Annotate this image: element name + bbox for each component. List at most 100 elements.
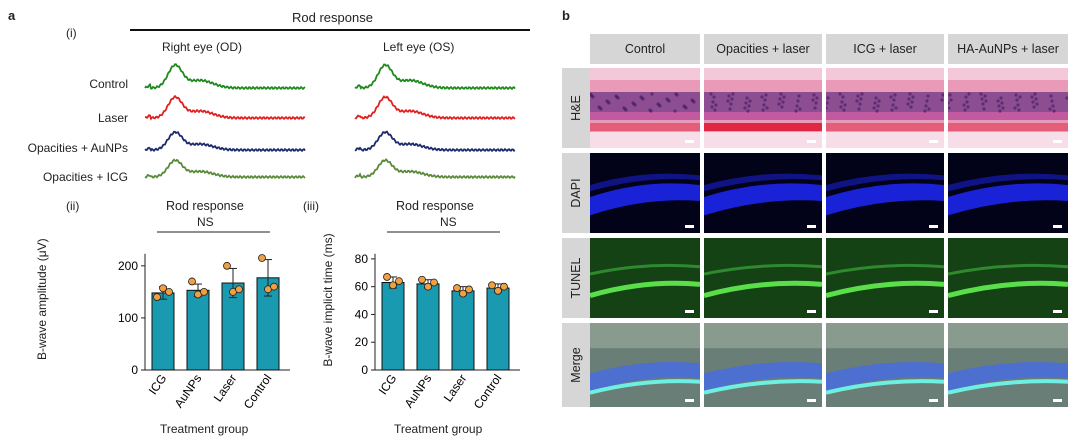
sub-panel-i-label: (i) [66,26,77,40]
y-tick-label: 0 [131,363,138,377]
chart-iii-title: Rod response [396,199,474,213]
micrograph-merge-3 [948,323,1068,407]
scale-bar [807,399,816,402]
trace-label-control: Control [89,77,128,91]
data-point [389,281,397,290]
rod-response-title: Rod response [292,10,373,25]
data-point [159,284,167,293]
od-trace-3 [144,158,306,180]
micrograph-dapi-2 [826,153,944,233]
scale-bar [929,310,938,313]
y-tick-label: 80 [355,252,369,266]
row-label-dapi: DAPI [562,153,590,233]
data-point [165,287,173,296]
row-label-merge: Merge [562,323,590,407]
sub-panel-iii-label: (iii) [303,199,319,213]
micrograph-dapi-3 [948,153,1068,233]
y-tick-label: 60 [355,280,369,294]
scale-bar [807,140,816,143]
x-tick-label: Control [471,372,505,412]
data-point [453,284,461,292]
os-trace-3 [354,158,516,180]
data-point [494,286,502,295]
scale-bar [1053,310,1062,313]
scale-bar [685,140,694,143]
data-point [500,282,508,291]
bar-aunps [186,289,210,371]
scale-bar [929,225,938,228]
x-tick-label: ICG [146,372,170,398]
data-point [153,293,161,301]
od-trace-1 [144,94,306,121]
micrograph-tunel-3 [948,238,1068,318]
x-tick-label: Control [241,372,275,412]
col-header-icg-laser: ICG + laser [826,34,944,64]
bar-laser [451,290,475,371]
col-header-opacities-laser: Opacities + laser [704,34,822,64]
scale-bar [1053,225,1062,228]
bar-aunps [416,283,440,371]
scale-bar [807,310,816,313]
os-trace-2 [354,130,516,153]
data-point [270,282,278,291]
od-trace-0 [144,63,306,91]
bar-icg [151,292,175,371]
x-tick-label: Laser [441,372,470,405]
micrograph-merge-0 [590,323,700,407]
data-point [223,261,231,270]
left-eye-label: Left eye (OS) [383,40,455,54]
chart-iii-svg: 0 20 40 60 80 ICG AuNPs Laser Control [355,231,520,412]
y-tick-label: 40 [355,307,369,321]
scale-bar [929,399,938,402]
data-point [235,285,243,294]
micrograph-he-1 [704,68,822,148]
row-label-tunel: TUNEL [562,238,590,318]
chart-ii-ns-label: NS [197,215,214,229]
row-label-he: H&E [562,68,590,148]
y-tick-label: 100 [118,311,138,325]
data-point [459,289,467,298]
panel-b-letter: b [562,8,570,23]
data-point [465,285,473,294]
x-tick-label: ICG [376,372,400,398]
micrograph-he-0 [590,68,700,148]
od-trace-2 [144,130,306,153]
micrograph-dapi-1 [704,153,822,233]
os-trace-0 [354,63,516,91]
micrograph-tunel-1 [704,238,822,318]
y-tick-label: 20 [355,335,369,349]
chart-ii-svg: 0 100 200 ICG AuNPs Laser Control [118,231,290,412]
data-point [430,278,438,287]
micrograph-tunel-0 [590,238,700,318]
chart-ii-title: Rod response [166,199,244,213]
scale-bar [685,225,694,228]
bar-control [486,287,510,371]
data-point [488,281,496,290]
micrograph-dapi-0 [590,153,700,233]
scale-bar [807,225,816,228]
data-point [418,275,426,284]
scale-bar [929,140,938,143]
scale-bar [685,399,694,402]
panel-a-letter: a [8,8,16,23]
x-tick-label: AuNPs [402,372,435,411]
right-eye-label: Right eye (OD) [162,40,243,54]
data-point [188,277,196,286]
scale-bar [1053,140,1062,143]
micrograph-tunel-2 [826,238,944,318]
data-point [258,254,266,262]
data-point [383,273,391,281]
scale-bar [685,310,694,313]
title-underline [130,29,530,31]
col-header-control: Control [590,34,700,64]
bar-icg [381,282,405,371]
chart-iii-xlabel: Treatment group [394,422,483,436]
data-point [424,282,432,291]
data-point [395,277,403,286]
trace-label-opacities-icg: Opacities + ICG [42,170,128,184]
micrograph-merge-2 [826,323,944,407]
chart-ii-xlabel: Treatment group [160,422,249,436]
micrograph-he-2 [826,68,944,148]
micrograph-merge-1 [704,323,822,407]
os-trace-1 [354,95,516,121]
